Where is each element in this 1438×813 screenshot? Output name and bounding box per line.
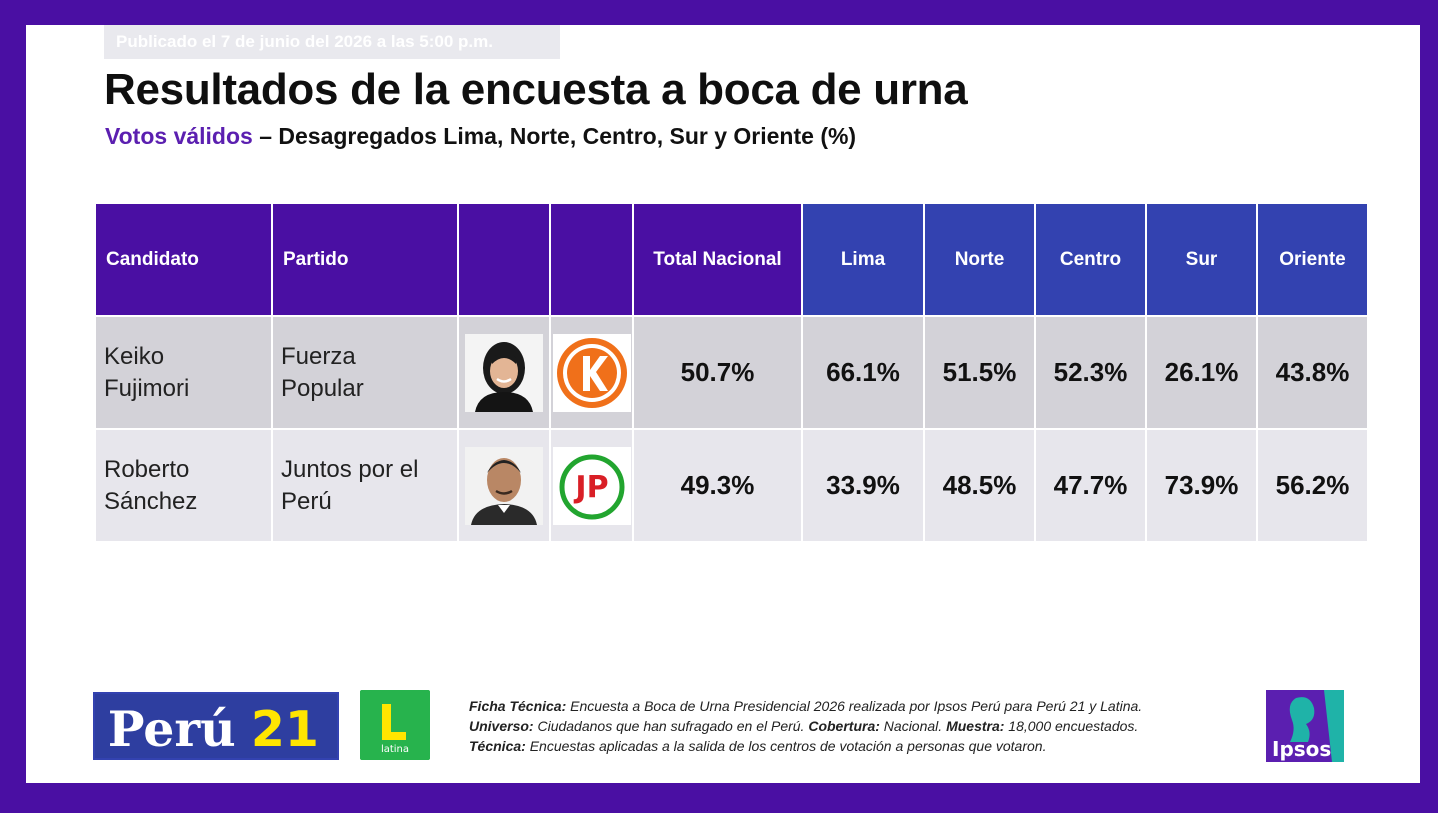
header-lima: Lima [801,202,925,317]
value-total-nacional: 49.3% [632,428,803,543]
candidate-first-name: Keiko [104,342,165,370]
value-norte: 51.5% [923,315,1036,430]
candidate-last-name: Fujimori [104,374,190,402]
logo-cell: JP [549,428,634,543]
candidate-last-name: Sánchez [104,487,198,515]
latina-logo: latina [360,690,430,760]
candidate-name: Roberto Sánchez [94,428,273,543]
results-table: Candidato Partido Total Nacional Lima No… [94,202,1369,543]
ficha-line-3: Técnica: Encuestas aplicadas a la salida… [469,736,1239,756]
candidate-name: Keiko Fujimori [94,315,273,430]
cobertura-label: Cobertura: [808,718,880,734]
value-oriente: 43.8% [1256,315,1369,430]
keiko-fujimori-photo-icon [465,333,543,412]
header-norte: Norte [923,202,1036,317]
cobertura-text: Nacional. [879,718,947,734]
muestra-text: 18,000 encuestados. [1004,718,1139,734]
value-norte: 48.5% [923,428,1036,543]
ficha-line-2: Universo: Ciudadanos que han sufragado e… [469,716,1239,736]
value-sur: 73.9% [1145,428,1258,543]
ficha-label: Ficha Técnica: [469,698,567,714]
party-name-line2: Perú [281,487,332,515]
value-sur: 26.1% [1145,315,1258,430]
universo-label: Universo: [469,718,534,734]
header-photo [457,202,551,317]
value-oriente: 56.2% [1256,428,1369,543]
tecnica-label: Técnica: [469,738,526,754]
table-row: Roberto Sánchez Juntos por el Perú [94,428,1369,543]
header-total-nacional: Total Nacional [632,202,803,317]
universo-text: Ciudadanos que han sufragado en el Perú. [533,718,809,734]
svg-text:21: 21 [251,701,319,758]
logo-cell [549,315,634,430]
page-title: Resultados de la encuesta a boca de urna [104,65,968,114]
roberto-sanchez-photo-icon [465,446,543,525]
subtitle-rest: – Desagregados Lima, Norte, Centro, Sur … [252,123,857,149]
published-date: Publicado el 7 de junio del 2026 a las 5… [104,25,560,59]
header-partido: Partido [271,202,459,317]
candidate-first-name: Roberto [104,455,190,483]
header-oriente: Oriente [1256,202,1369,317]
photo-cell [457,428,551,543]
value-lima: 33.9% [801,428,925,543]
juntos-por-el-peru-logo-icon: JP [552,446,631,525]
party-name: Juntos por el Perú [271,428,459,543]
svg-text:Perú: Perú [108,700,236,758]
svg-text:Ipsos: Ipsos [1272,737,1331,761]
ipsos-logo: Ipsos [1266,690,1344,762]
ficha-text: Encuesta a Boca de Urna Presidencial 202… [566,698,1143,714]
tecnica-text: Encuestas aplicadas a la salida de los c… [525,738,1047,754]
table-row: Keiko Fujimori Fuerza Popular [94,315,1369,430]
header-sur: Sur [1145,202,1258,317]
header-centro: Centro [1034,202,1147,317]
party-name-line1: Juntos por el [281,455,419,483]
table-header-row: Candidato Partido Total Nacional Lima No… [94,202,1369,317]
muestra-label: Muestra: [946,718,1005,734]
header-candidato: Candidato [94,202,273,317]
value-centro: 52.3% [1034,315,1147,430]
party-name: Fuerza Popular [271,315,459,430]
ficha-line-1: Ficha Técnica: Encuesta a Boca de Urna P… [469,696,1239,716]
svg-text:latina: latina [381,744,409,755]
party-name-line1: Fuerza [281,342,356,370]
value-centro: 47.7% [1034,428,1147,543]
party-name-line2: Popular [281,374,364,402]
peru21-logo: Perú 21 [93,692,339,760]
ficha-tecnica: Ficha Técnica: Encuesta a Boca de Urna P… [469,696,1239,756]
subtitle-highlight: Votos válidos [105,123,253,149]
value-total-nacional: 50.7% [632,315,803,430]
header-logo [549,202,634,317]
svg-text:JP: JP [573,470,608,505]
value-lima: 66.1% [801,315,925,430]
slide-frame: Publicado el 7 de junio del 2026 a las 5… [26,25,1420,783]
fuerza-popular-logo-icon [552,333,631,412]
page-subtitle: Votos válidos – Desagregados Lima, Norte… [105,123,856,150]
photo-cell [457,315,551,430]
